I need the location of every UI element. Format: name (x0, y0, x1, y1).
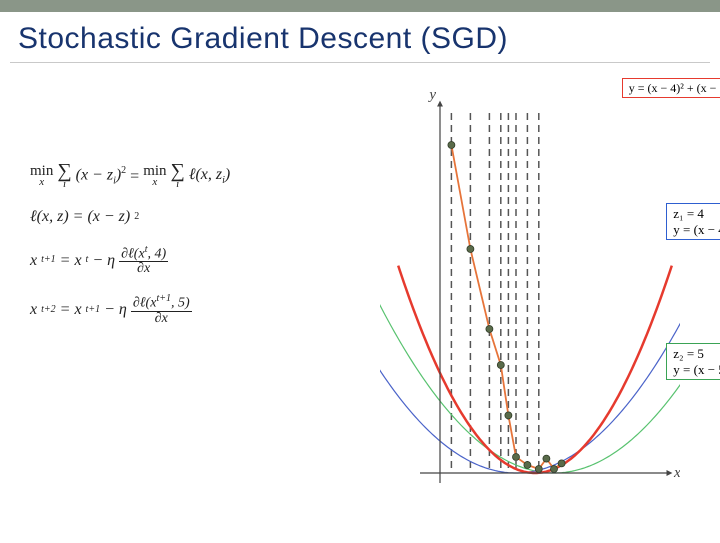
eq1-equals: = (130, 167, 139, 186)
eq3-minus: − η (92, 251, 115, 270)
page-title: Stochastic Gradient Descent (SGD) (0, 12, 720, 62)
eq1-rhs-body: ℓ(x, z (189, 166, 222, 183)
equations-block: minx ∑i (x − zi)2 = minx ∑i ℓ(x, zi) ℓ(x… (30, 163, 360, 344)
legend-green: z₂ = 5 y = (x − 5)² (666, 343, 720, 380)
eq2-body: ℓ(x, z) = (x − z) (30, 207, 130, 226)
eq1-body: (x − z (76, 166, 113, 183)
eq4-num-sup: t+1 (156, 293, 171, 304)
sum-sub: i (63, 180, 66, 189)
eq3-num: ∂ℓ(x (121, 246, 145, 261)
legend-main: y = (x − 4)² + (x − 5)² (622, 78, 720, 98)
eq4-minus: − η (104, 300, 127, 319)
eq3-den: ∂x (135, 262, 152, 276)
min2-sub: x (152, 178, 157, 187)
equation-2: ℓ(x, z) = (x − z)2 (30, 207, 360, 226)
eq3-num2: , 4) (147, 246, 166, 261)
header-accent-bar (0, 0, 720, 12)
eq4-num: ∂ℓ(x (133, 296, 157, 311)
legend-green-title: z₂ = 5 (673, 346, 720, 362)
eq4-sup2: t+1 (86, 304, 101, 316)
eq4-num2: , 5) (171, 296, 190, 311)
eq4-mid: = x (60, 300, 82, 319)
sum2-sub: i (176, 180, 179, 189)
equation-1: minx ∑i (x − zi)2 = minx ∑i ℓ(x, zi) (30, 163, 360, 189)
eq4-lhs: x (30, 300, 37, 319)
equation-3: xt+1 = xt − η ∂ℓ(xt, 4) ∂x (30, 245, 360, 277)
eq1-rhs-close: ) (225, 166, 230, 183)
svg-text:y: y (427, 87, 436, 103)
legend-blue: z₁ = 4 y = (x − 4)² (666, 203, 720, 240)
eq3-sup2: t (86, 254, 89, 266)
eq3-lhs: x (30, 251, 37, 270)
legend-green-eq: y = (x − 5)² (673, 362, 720, 378)
legend-blue-eq: y = (x − 4)² (673, 222, 720, 238)
eq4-den: ∂x (153, 312, 170, 326)
eq3-sup1: t+1 (41, 254, 56, 266)
equation-4: xt+2 = xt+1 − η ∂ℓ(xt+1, 5) ∂x (30, 294, 360, 326)
content-area: minx ∑i (x − zi)2 = minx ∑i ℓ(x, zi) ℓ(x… (0, 63, 720, 543)
chart-area: xy y = (x − 4)² + (x − 5)² z₁ = 4 y = (x… (380, 73, 700, 513)
chart-svg: xy (380, 73, 680, 493)
eq3-mid: = x (60, 251, 82, 270)
svg-text:x: x (673, 465, 680, 481)
eq4-sup1: t+2 (41, 304, 56, 316)
legend-blue-title: z₁ = 4 (673, 206, 720, 222)
min-sub: x (39, 178, 44, 187)
